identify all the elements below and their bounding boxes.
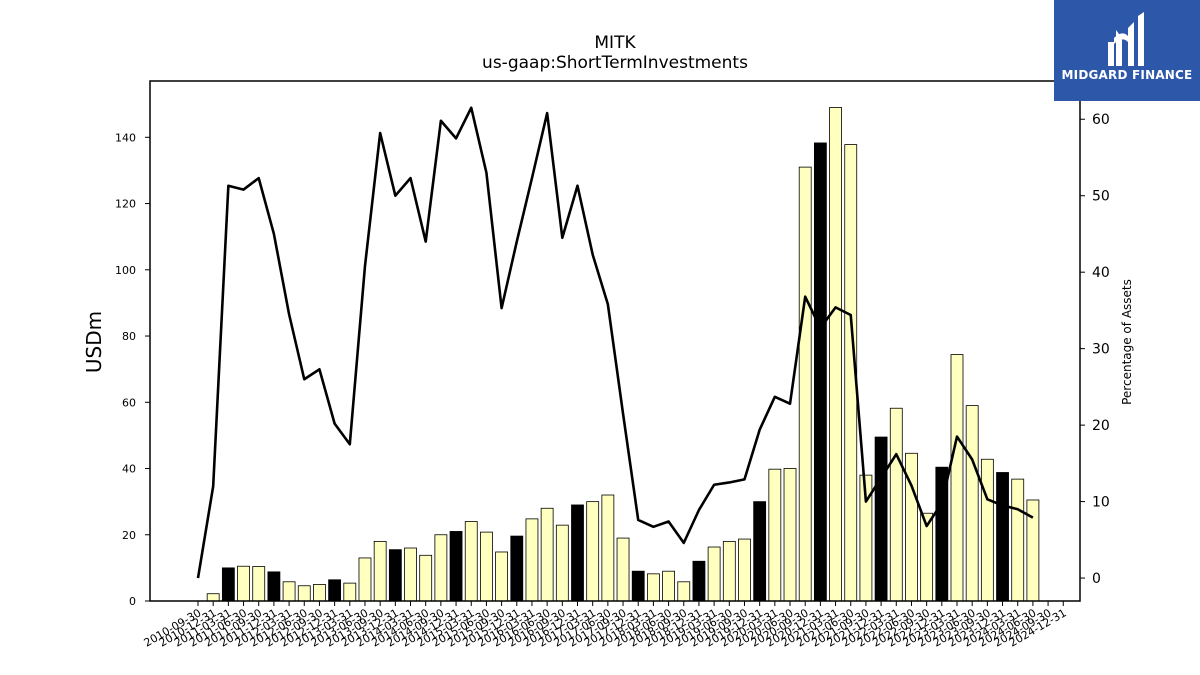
bar bbox=[996, 472, 1009, 602]
bar bbox=[206, 593, 220, 602]
bar bbox=[328, 579, 342, 602]
logo-text: MIDGARD FINANCE bbox=[1061, 68, 1193, 82]
y-tick-label: 100 bbox=[115, 264, 136, 277]
bar bbox=[829, 107, 842, 602]
bar bbox=[798, 166, 812, 602]
bar bbox=[404, 547, 417, 602]
y2-tick-label: 50 bbox=[1092, 189, 1110, 205]
bar bbox=[419, 554, 433, 602]
bar bbox=[586, 501, 600, 602]
bar bbox=[722, 540, 736, 602]
bar bbox=[677, 581, 691, 602]
bar bbox=[783, 468, 797, 602]
bar bbox=[768, 468, 782, 602]
bar bbox=[707, 546, 721, 602]
chart-subtitle: us-gaap:ShortTermInvestments bbox=[482, 53, 748, 73]
logo-mark-icon bbox=[1108, 12, 1144, 66]
bar bbox=[692, 560, 706, 602]
bar bbox=[343, 582, 357, 602]
y2-tick-label: 40 bbox=[1092, 265, 1110, 281]
bar bbox=[313, 584, 326, 602]
bar bbox=[1011, 478, 1025, 602]
bar bbox=[221, 567, 235, 602]
bar bbox=[267, 571, 281, 602]
bar bbox=[965, 405, 979, 602]
bar bbox=[237, 565, 250, 602]
y2-tick-label: 10 bbox=[1092, 495, 1110, 511]
plot-frame bbox=[149, 80, 1081, 602]
bar bbox=[525, 518, 539, 602]
y-tick-label: 20 bbox=[122, 529, 136, 542]
bar bbox=[555, 524, 569, 602]
bar bbox=[738, 538, 751, 602]
y-tick-label: 120 bbox=[115, 198, 136, 211]
bar bbox=[889, 407, 903, 602]
bar bbox=[631, 570, 645, 602]
y-tick-label: 40 bbox=[122, 463, 136, 476]
bar bbox=[510, 535, 524, 602]
bar bbox=[571, 504, 584, 602]
bar bbox=[980, 458, 994, 602]
y2-tick-label: 60 bbox=[1092, 112, 1110, 128]
bar bbox=[495, 551, 509, 602]
bar bbox=[464, 521, 478, 602]
bar bbox=[449, 531, 463, 602]
bar bbox=[950, 354, 964, 602]
bar bbox=[388, 549, 402, 602]
bar bbox=[434, 534, 448, 602]
bar bbox=[813, 142, 827, 602]
y2-tick-label: 0 bbox=[1092, 571, 1101, 587]
bar bbox=[874, 436, 888, 602]
bar bbox=[297, 585, 311, 602]
bar bbox=[647, 573, 660, 602]
bar bbox=[753, 501, 767, 602]
percentage-line bbox=[196, 106, 1034, 579]
bar bbox=[662, 570, 675, 602]
bar bbox=[282, 581, 296, 602]
bar bbox=[601, 494, 615, 602]
bar bbox=[373, 540, 387, 602]
bar bbox=[540, 507, 554, 602]
y2-tick-label: 20 bbox=[1092, 418, 1110, 434]
y2-tick-label: 30 bbox=[1092, 342, 1110, 358]
bar bbox=[358, 557, 372, 602]
y-tick-label: 140 bbox=[115, 131, 136, 144]
bar bbox=[616, 537, 630, 602]
y-tick-label: 60 bbox=[122, 396, 136, 409]
bar bbox=[480, 531, 493, 602]
y-tick-label: 0 bbox=[129, 595, 136, 608]
y-tick-label: 80 bbox=[122, 330, 136, 343]
bar bbox=[252, 566, 266, 602]
midgard-finance-logo: MIDGARD FINANCE bbox=[1054, 0, 1200, 101]
chart-title: MITK bbox=[594, 33, 636, 53]
